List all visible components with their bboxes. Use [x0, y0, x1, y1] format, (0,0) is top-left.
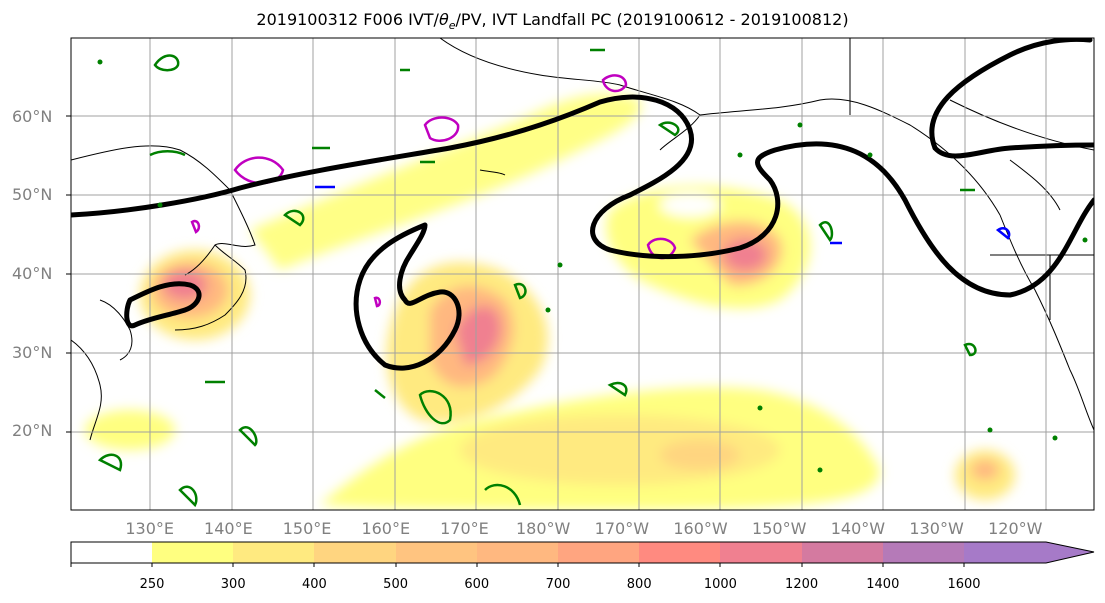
colorbar [70, 541, 1095, 567]
small-features [97, 59, 1088, 473]
colorbar-bin-2 [233, 542, 314, 563]
colorbar-label-800: 800 [626, 577, 652, 592]
colorbar-label-1600: 1600 [947, 577, 981, 592]
figure-title: 2019100312 F006 IVT/θe/PV, IVT Landfall … [256, 10, 849, 33]
lon-label-6: 170°W [594, 519, 650, 538]
colorbar-bin-5 [477, 542, 558, 563]
colorbar-label-250: 250 [139, 577, 165, 592]
lat-label-40: 40°N [12, 264, 53, 283]
colorbar-label-1400: 1400 [866, 577, 900, 592]
lon-label-4: 170°E [440, 519, 489, 538]
colorbar-label-700: 700 [545, 577, 571, 592]
colorbar-label-300: 300 [220, 577, 246, 592]
lat-label-30: 30°N [12, 342, 53, 362]
lon-label-7: 160°W [673, 519, 728, 538]
colorbar-label-600: 600 [464, 577, 490, 592]
colorbar-bin-3 [314, 542, 396, 563]
lon-label-8: 150°W [752, 519, 807, 538]
colorbar-bin-8 [720, 542, 802, 563]
lon-label-1: 140°E [204, 519, 253, 538]
pv-contours-magenta [190, 74, 677, 308]
lon-label-2: 150°E [282, 519, 332, 538]
theta-e-contours [71, 38, 1094, 371]
lat-label-60: 60°N [12, 106, 53, 126]
colorbar-bin-9 [802, 542, 883, 563]
colorbar-label-500: 500 [383, 577, 409, 592]
lat-label-50: 50°N [12, 185, 53, 205]
colorbar-label-400: 400 [301, 577, 327, 592]
lon-label-9: 140°W [830, 519, 886, 538]
lon-label-11: 120°W [988, 519, 1043, 538]
pv-contours-green [97, 48, 977, 508]
colorbar-bin-4 [396, 542, 477, 563]
map-area [71, 38, 1094, 510]
lon-label-10: 130°W [909, 519, 964, 538]
colorbar-label-1000: 1000 [703, 577, 737, 592]
colorbar-bin-10 [883, 542, 964, 563]
ivt-shading [85, 93, 1015, 510]
lon-label-0: 130°E [125, 519, 175, 538]
colorbar-bin-1 [152, 542, 233, 563]
colorbar-bin-6 [558, 542, 639, 563]
axis-ticks [66, 115, 71, 433]
colorbar-bin-0 [71, 542, 152, 563]
lat-label-20: 20°N [12, 421, 53, 441]
colorbar-bin-11 [964, 542, 1094, 563]
lon-label-3: 160°E [361, 519, 411, 538]
lon-label-5: 180°W [515, 519, 571, 538]
colorbar-outline [70, 541, 1095, 564]
colorbar-label-1200: 1200 [785, 577, 819, 592]
pv-contours-blue [315, 185, 1011, 245]
colorbar-bin-7 [639, 542, 720, 563]
